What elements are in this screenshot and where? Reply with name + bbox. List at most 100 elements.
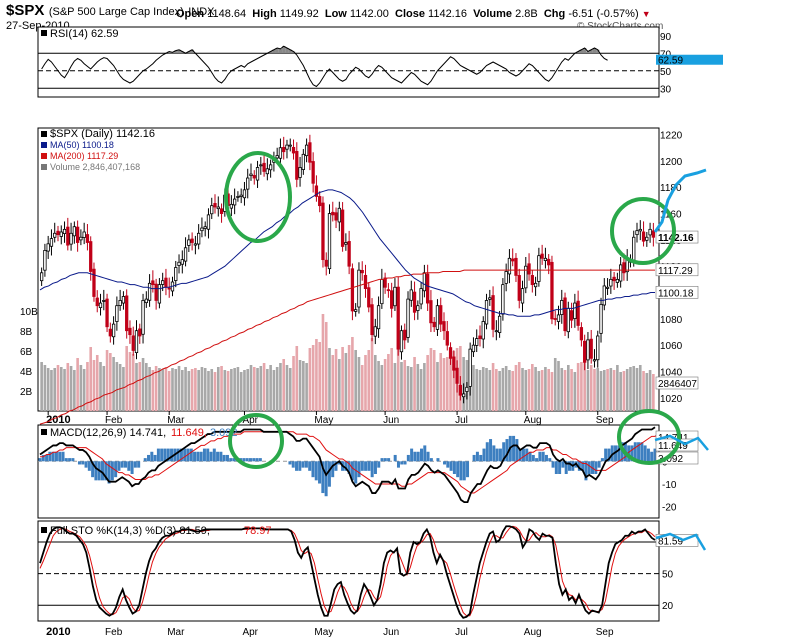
candle-body <box>157 284 162 304</box>
volume-bar <box>573 372 577 411</box>
open-value: 1148.64 <box>207 8 247 20</box>
candle-body <box>393 286 397 307</box>
candle-body <box>259 164 263 167</box>
candle-body <box>432 321 436 328</box>
macd-tick-label: -20 <box>662 503 677 514</box>
candle-body <box>89 241 93 272</box>
macd-histogram-bar <box>581 461 585 471</box>
macd-histogram-bar <box>617 445 621 462</box>
change-value: -6.51 (-0.57%) <box>568 8 639 20</box>
volume-bar <box>295 346 299 411</box>
candle-body <box>635 230 639 236</box>
volume-bar <box>357 357 361 411</box>
volume-bar <box>66 363 70 411</box>
volume-bar <box>616 365 619 411</box>
candle-body <box>609 278 613 287</box>
macd-histogram-bar <box>206 448 210 462</box>
volume-bar <box>373 355 377 411</box>
volume-bar <box>279 363 282 411</box>
macd-histogram-bar <box>443 461 447 465</box>
volume-bar <box>387 354 390 411</box>
candle-body <box>331 211 335 216</box>
candle-body <box>403 329 407 341</box>
candle-body <box>337 207 341 223</box>
macd-histogram-bar <box>607 448 611 462</box>
volume-bar <box>190 369 194 411</box>
chart-header: $SPX (S&P 500 Large Cap Index) INDX <box>6 2 215 20</box>
volume-bar <box>269 365 272 411</box>
volume-bar <box>40 362 43 411</box>
macd-histogram-bar <box>163 448 167 462</box>
macd-histogram-bar <box>614 445 618 462</box>
volume-bar <box>485 368 488 411</box>
price-tick-label: 1040 <box>660 368 683 379</box>
candle-body <box>134 330 139 354</box>
rsi-overbought-fill <box>589 49 593 54</box>
macd-histogram-bar <box>216 451 220 462</box>
volume-bar <box>478 370 482 411</box>
volume-bar <box>141 358 145 411</box>
candle-body <box>213 203 217 208</box>
macd-histogram-bar <box>245 458 249 462</box>
rsi-overbought-fill <box>576 51 580 54</box>
macd-histogram-bar <box>209 451 213 462</box>
volume-bar <box>288 368 292 411</box>
candle-body <box>622 262 626 274</box>
volume-bar <box>246 369 250 411</box>
candle-body <box>360 270 364 274</box>
price-badge-plain: 1117.29 <box>658 266 693 277</box>
volume-bar <box>416 364 420 411</box>
candle-body <box>517 275 521 301</box>
macd-histogram-bar <box>304 461 308 468</box>
candle-body <box>537 255 541 282</box>
volume-bar <box>341 347 344 411</box>
candle-body <box>232 198 237 206</box>
volume-bar <box>338 359 341 411</box>
volume-bar <box>331 355 335 411</box>
projection-line <box>653 168 707 233</box>
candle-body <box>239 194 243 197</box>
macd-histogram-bar <box>360 461 364 471</box>
sto-legend: Full STO %K(14,3) %D(3) 81.59, <box>50 525 210 537</box>
volume-bar <box>69 366 73 411</box>
volume-bar <box>550 372 554 411</box>
macd-histogram-bar <box>48 451 52 462</box>
candle-body <box>563 297 567 332</box>
macd-histogram-bar <box>51 451 55 462</box>
macd-histogram-bar <box>156 448 160 462</box>
volume-tick-label: 4B <box>20 367 33 378</box>
volume-bar <box>537 371 541 411</box>
sto-legend-d: 78.97 <box>244 525 272 537</box>
macd-histogram-bar <box>331 461 335 478</box>
volume-bar <box>118 364 122 411</box>
macd-histogram-bar <box>466 461 470 478</box>
volume-bar <box>324 322 328 411</box>
macd-histogram-bar <box>482 448 486 462</box>
candle-body <box>69 232 73 245</box>
candle-body <box>573 302 577 320</box>
macd-histogram-bar <box>413 451 417 462</box>
macd-histogram-bar <box>179 448 183 462</box>
volume-tick-label: 8B <box>20 327 33 338</box>
volume-bar <box>622 371 626 411</box>
price-badge-plain-box <box>655 285 699 299</box>
macd-histogram-bar <box>222 454 226 462</box>
macd-histogram-bar <box>548 458 552 462</box>
macd-histogram-bar <box>400 461 404 465</box>
candle-body <box>445 331 449 346</box>
candle-body <box>471 344 476 353</box>
volume-bar <box>472 365 475 411</box>
macd-histogram-bar <box>104 461 108 481</box>
volume-bar <box>511 371 515 411</box>
volume-bar <box>442 358 446 411</box>
rsi-tick-label: 90 <box>660 32 672 43</box>
volume-bar <box>449 354 452 411</box>
volume-bar <box>216 367 220 411</box>
volume-bar <box>99 362 102 411</box>
macd-histogram-bar <box>334 461 338 471</box>
macd-histogram-bar <box>485 442 489 462</box>
volume-bar <box>423 363 426 411</box>
candle-body <box>347 241 351 267</box>
